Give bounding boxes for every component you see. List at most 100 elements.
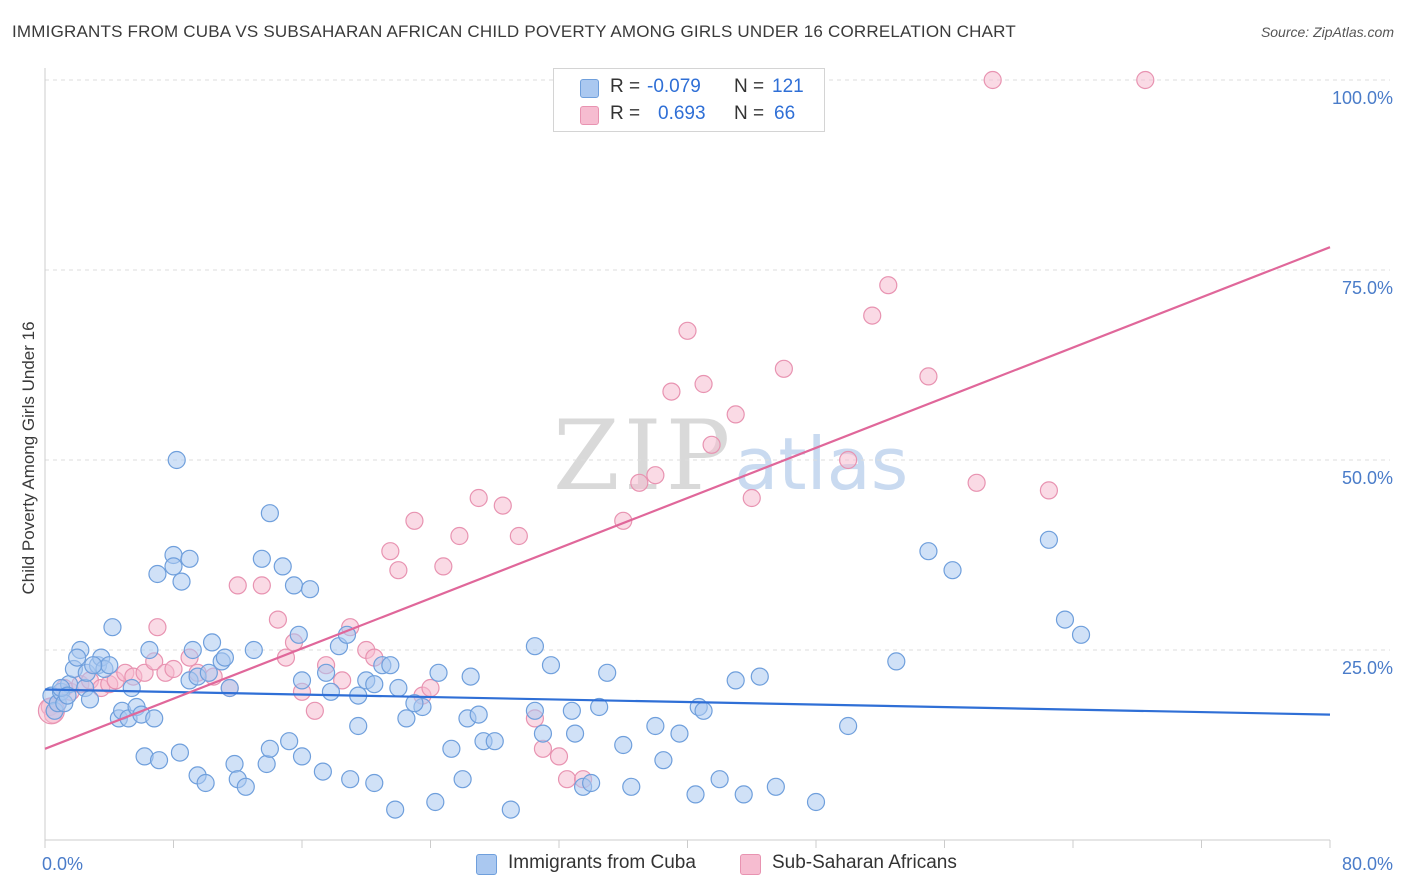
data-point-cuba — [199, 663, 218, 682]
data-point-cuba — [313, 762, 332, 781]
data-point-cuba — [887, 652, 906, 671]
data-point-cuba — [565, 724, 585, 743]
data-point-cuba — [806, 792, 826, 812]
correlation-legend: R = -0.079 N = 121 R = 0.693 N = 66 — [553, 68, 825, 132]
grid-lines — [45, 79, 1390, 651]
data-point-cuba — [183, 640, 202, 660]
data-point-cuba — [284, 576, 304, 595]
series-cuba-points — [42, 450, 1091, 819]
data-point-cuba — [386, 800, 405, 819]
data-point-subsaharan — [549, 747, 569, 766]
data-point-cuba — [202, 633, 222, 652]
legend-n-value: 66 — [774, 103, 796, 124]
legend-row-cuba: R = -0.079 N = 121 — [554, 74, 824, 100]
data-point-cuba — [1055, 610, 1075, 629]
data-point-subsaharan — [557, 770, 577, 789]
data-point-subsaharan — [268, 610, 288, 629]
data-point-cuba — [289, 625, 308, 644]
watermark-atlas: atlas — [734, 422, 909, 506]
data-point-cuba — [381, 656, 400, 675]
series-legend: Immigrants from Cuba Sub-Saharan African… — [0, 852, 1406, 878]
legend-n-value: 121 — [772, 76, 804, 97]
legend-n-label: N = — [734, 103, 765, 124]
data-point-cuba — [273, 557, 292, 576]
data-point-cuba — [68, 648, 87, 667]
tick-labels: 25.0% 50.0% 75.0% 100.0% 0.0% 80.0% — [42, 88, 1393, 874]
data-point-cuba — [365, 773, 384, 793]
data-point-cuba — [196, 773, 215, 793]
data-point-subsaharan — [450, 526, 469, 546]
data-point-cuba — [103, 618, 122, 637]
data-point-cuba — [397, 709, 416, 728]
legend-swatch-blue — [476, 854, 497, 875]
data-point-subsaharan — [678, 321, 697, 340]
data-point-subsaharan — [305, 701, 324, 720]
legend-swatch-pink — [580, 106, 599, 125]
data-point-cuba — [541, 656, 561, 675]
data-point-cuba — [590, 697, 609, 717]
legend-r-value: -0.079 — [647, 76, 701, 97]
data-point-subsaharan — [726, 405, 745, 424]
data-point-cuba — [341, 770, 360, 789]
data-point-cuba — [365, 675, 384, 694]
y-tick-label: 25.0% — [1342, 658, 1393, 678]
data-point-cuba — [919, 542, 938, 561]
y-tick-label: 75.0% — [1342, 278, 1393, 298]
data-point-cuba — [300, 580, 320, 599]
data-point-subsaharan — [434, 557, 453, 576]
data-point-cuba — [734, 785, 753, 804]
data-point-cuba — [260, 504, 279, 523]
data-point-subsaharan — [774, 359, 793, 378]
data-point-subsaharan — [533, 739, 553, 758]
data-point-subsaharan — [742, 488, 761, 508]
data-point-cuba — [349, 716, 368, 736]
data-point-subsaharan — [164, 659, 183, 679]
data-point-subsaharan — [405, 511, 424, 530]
data-point-cuba — [525, 637, 545, 656]
data-point-cuba — [598, 663, 617, 682]
data-point-subsaharan — [1136, 70, 1155, 90]
legend-n-label: N = — [734, 76, 765, 97]
data-point-cuba — [501, 800, 520, 819]
data-point-cuba — [839, 716, 858, 736]
data-point-cuba — [316, 663, 336, 682]
data-point-cuba — [215, 648, 234, 667]
data-point-cuba — [670, 724, 689, 743]
data-point-subsaharan — [646, 466, 665, 485]
data-point-cuba — [1039, 530, 1059, 549]
data-point-cuba — [485, 732, 504, 751]
data-point-subsaharan — [702, 435, 721, 454]
chart-title: IMMIGRANTS FROM CUBA VS SUBSAHARAN AFRIC… — [12, 22, 1016, 41]
data-point-cuba — [100, 656, 119, 675]
trend-line-subsaharan — [44, 246, 1331, 750]
data-point-cuba — [562, 701, 581, 720]
data-point-subsaharan — [879, 276, 898, 295]
data-point-cuba — [525, 701, 545, 720]
source-credit: Source: ZipAtlas.com — [1260, 24, 1394, 40]
x-tick-label: 0.0% — [42, 854, 83, 874]
data-point-subsaharan — [228, 576, 247, 595]
data-point-cuba — [280, 732, 299, 751]
y-tick-label: 100.0% — [1332, 88, 1393, 108]
data-point-cuba — [244, 640, 263, 660]
y-tick-label: 50.0% — [1342, 468, 1393, 488]
data-point-cuba — [145, 709, 164, 728]
y-axis-label: Child Poverty Among Girls Under 16 — [19, 321, 38, 594]
data-point-cuba — [943, 561, 962, 580]
data-point-cuba — [167, 450, 186, 470]
data-point-subsaharan — [493, 496, 512, 515]
data-point-cuba — [292, 671, 312, 690]
data-point-cuba — [225, 754, 244, 774]
data-point-cuba — [686, 785, 705, 804]
data-point-cuba — [582, 773, 601, 793]
data-point-cuba — [80, 690, 100, 709]
data-point-subsaharan — [381, 542, 400, 561]
data-point-cuba — [140, 640, 159, 660]
data-point-subsaharan — [839, 450, 858, 470]
data-point-cuba — [148, 564, 167, 584]
data-point-cuba — [766, 777, 785, 796]
legend-r-value: 0.693 — [658, 103, 706, 124]
data-point-subsaharan — [421, 678, 440, 698]
data-point-cuba — [533, 724, 553, 743]
